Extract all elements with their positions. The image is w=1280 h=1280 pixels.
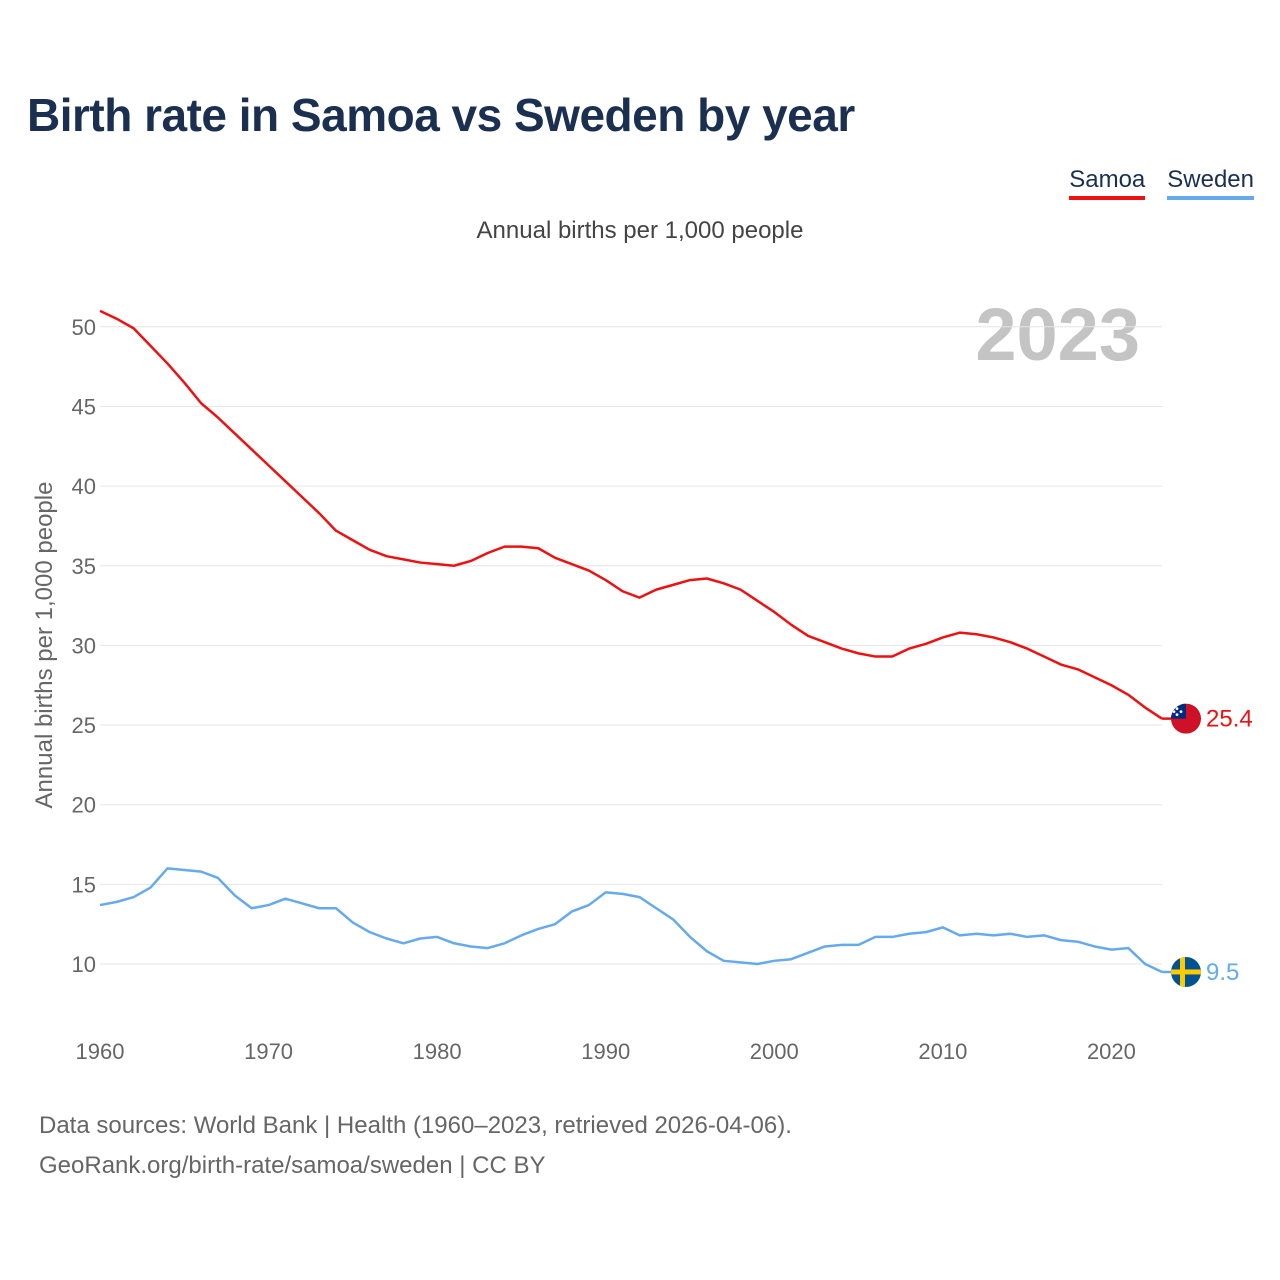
line-chart: 2023 10 15 20 25 30 35 40 45 50 1960 1970 1980 1990 20… <box>31 293 1253 1064</box>
y-tick-label-35: 35 <box>72 554 96 579</box>
chart-title: Birth rate in Samoa vs Sweden by year <box>27 89 855 141</box>
footer: Data sources: World Bank | Health (1960–… <box>39 1106 792 1186</box>
x-tick-label-2010: 2010 <box>918 1039 967 1064</box>
x-tick-label-2000: 2000 <box>750 1039 799 1064</box>
y-tick-label-45: 45 <box>72 394 96 419</box>
y-axis-label: Annual births per 1,000 people <box>31 482 58 809</box>
y-tick-label-30: 30 <box>72 633 96 658</box>
end-value-label-samoa: 25.4 <box>1206 706 1253 733</box>
data-source-note: Data sources: World Bank | Health (1960–… <box>39 1112 792 1139</box>
samoa-flag-icon <box>1171 703 1201 734</box>
y-tick-label-15: 15 <box>72 872 96 897</box>
x-tick-label-1970: 1970 <box>244 1039 293 1064</box>
credit-link[interactable]: GeoRank.org/birth-rate/samoa/sweden | CC… <box>39 1152 546 1179</box>
y-tick-label-25: 25 <box>72 713 96 738</box>
x-tick-label-1990: 1990 <box>581 1039 630 1064</box>
legend: Samoa Sweden <box>1069 166 1254 200</box>
y-tick-label-10: 10 <box>72 952 96 977</box>
x-tick-label-2020: 2020 <box>1087 1039 1136 1064</box>
x-tick-label-1980: 1980 <box>413 1039 462 1064</box>
y-tick-label-40: 40 <box>72 474 96 499</box>
series-line-sweden <box>99 867 1163 974</box>
chart-subtitle: Annual births per 1,000 people <box>476 217 804 244</box>
y-tick-label-20: 20 <box>72 793 96 818</box>
series-line-samoa <box>99 309 1163 720</box>
year-watermark: 2023 <box>975 293 1140 376</box>
legend-item-samoa[interactable]: Samoa <box>1069 166 1146 200</box>
y-tick-label-50: 50 <box>72 315 96 340</box>
x-tick-label-1960: 1960 <box>76 1039 125 1064</box>
end-value-label-sweden: 9.5 <box>1206 959 1239 986</box>
legend-item-sweden[interactable]: Sweden <box>1167 166 1254 200</box>
sweden-flag-icon <box>1171 956 1201 987</box>
